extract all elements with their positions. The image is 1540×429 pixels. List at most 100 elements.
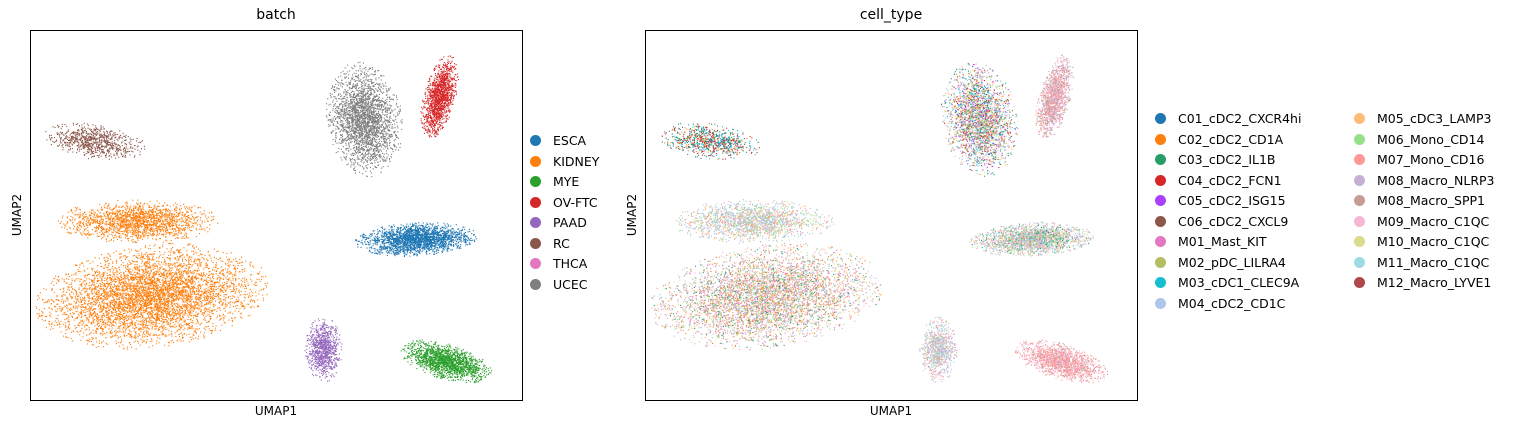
legend-marker-icon [1155,277,1166,288]
legend-item: M05_cDC3_LAMP3 [1354,111,1491,126]
legend-item: M08_Macro_NLRP3 [1354,173,1495,188]
legend-marker-icon [530,155,541,167]
legend-label: C01_cDC2_CXCR4hi [1178,111,1301,126]
legend-marker-icon [1155,133,1166,145]
legend-label: M11_Macro_C1QC [1377,255,1489,270]
cluster-points [420,55,459,138]
x-axis-label-cell-type: UMAP1 [645,404,1137,418]
legend-item: C04_cDC2_FCN1 [1155,173,1282,188]
legend-marker-icon [1354,215,1365,227]
legend-marker-icon [1155,297,1166,309]
cluster-points [57,199,219,243]
legend-marker-icon [530,278,541,290]
batch-plot-area [30,30,523,401]
legend-item: C03_cDC2_IL1B [1155,152,1276,167]
legend-label: M08_Macro_NLRP3 [1377,173,1495,188]
legend-item: M01_Mast_KIT [1155,234,1267,249]
legend-marker-icon [1155,154,1166,165]
legend-marker-icon [1354,277,1365,288]
legend-item: RC [530,236,570,251]
legend-item: C06_cDC2_CXCL9 [1155,214,1288,229]
legend-marker-icon [1354,256,1365,268]
legend-label: M08_Macro_SPP1 [1377,193,1485,208]
cluster-points [651,243,882,351]
cluster-points [304,318,343,382]
legend-item: OV-FTC [530,195,598,210]
legend-label: M04_cDC2_CD1C [1178,296,1285,311]
cluster-points [1015,339,1109,384]
legend-label: THCA [553,256,587,271]
legend-item: MYE [530,174,579,189]
y-axis-label-batch: UMAP2 [10,190,24,240]
legend-item: M12_Macro_LYVE1 [1354,275,1491,290]
legend-marker-icon [1354,154,1365,165]
cluster-points [919,316,958,383]
legend-item: KIDNEY [530,154,599,169]
cluster-points [45,122,146,160]
legend-marker-icon [1354,133,1365,145]
legend-marker-icon [1155,236,1166,247]
legend-marker-icon [1354,113,1365,124]
legend-label: M10_Macro_C1QC [1377,234,1489,249]
chart-title-batch: batch [30,7,522,23]
cluster-points [355,222,477,257]
cluster-points [661,122,760,160]
legend-label: RC [553,236,570,251]
legend-item: M10_Macro_C1QC [1354,234,1489,249]
legend-label: M06_Mono_CD14 [1377,132,1484,147]
legend-item: M02_pDC_LILRA4 [1155,255,1286,270]
legend-label: PAAD [553,215,587,230]
legend-label: M03_cDC1_CLEC9A [1178,275,1299,290]
legend-label: C03_cDC2_IL1B [1178,152,1276,167]
legend-marker-icon [530,176,541,187]
cluster-points [940,62,1019,177]
legend-marker-icon [530,237,541,249]
legend-label: M01_Mast_KIT [1178,234,1267,249]
legend-item: THCA [530,256,587,271]
cluster-points [1035,54,1074,138]
legend-item: M06_Mono_CD14 [1354,132,1484,147]
legend-marker-icon [1155,256,1166,268]
cluster-points [325,61,403,178]
legend-label: M12_Macro_LYVE1 [1377,275,1491,290]
cluster-points [675,199,835,244]
legend-item: M08_Macro_SPP1 [1354,193,1485,208]
legend-label: MYE [553,174,579,189]
legend-label: UCEC [553,277,588,292]
legend-marker-icon [1155,113,1166,124]
legend-label: C04_cDC2_FCN1 [1178,173,1282,188]
legend-label: M02_pDC_LILRA4 [1178,255,1286,270]
legend-label: OV-FTC [553,195,598,210]
legend-label: C06_cDC2_CXCL9 [1178,214,1288,229]
legend-item: M11_Macro_C1QC [1354,255,1489,270]
legend-item: M03_cDC1_CLEC9A [1155,275,1299,290]
scatter-canvas [35,55,493,384]
legend-label: M05_cDC3_LAMP3 [1377,111,1491,126]
legend-label: ESCA [553,133,586,148]
x-axis-label-batch: UMAP1 [30,404,522,418]
legend-label: C05_cDC2_ISG15 [1178,193,1286,208]
legend-marker-icon [1155,174,1166,186]
legend-item: C01_cDC2_CXCR4hi [1155,111,1301,126]
y-axis-label-cell-type: UMAP2 [625,190,639,240]
legend-marker-icon [530,217,541,228]
legend-marker-icon [1354,195,1365,206]
legend-item: M07_Mono_CD16 [1354,152,1484,167]
legend-label: M09_Macro_C1QC [1377,214,1489,229]
cluster-points [969,221,1094,257]
legend-marker-icon [530,258,541,269]
legend-label: C02_cDC2_CD1A [1178,132,1283,147]
legend-marker-icon [530,196,541,208]
legend-item: M04_cDC2_CD1C [1155,296,1285,311]
legend-marker-icon [1155,215,1166,227]
cluster-points [35,242,268,350]
legend-marker-icon [1155,195,1166,206]
scatter-canvas [651,54,1109,384]
legend-marker-icon [1354,174,1365,186]
legend-label: KIDNEY [553,154,599,169]
legend-item: C05_cDC2_ISG15 [1155,193,1286,208]
legend-item: ESCA [530,133,586,148]
legend-label: M07_Mono_CD16 [1377,152,1484,167]
legend-item: M09_Macro_C1QC [1354,214,1489,229]
legend-item: UCEC [530,277,588,292]
